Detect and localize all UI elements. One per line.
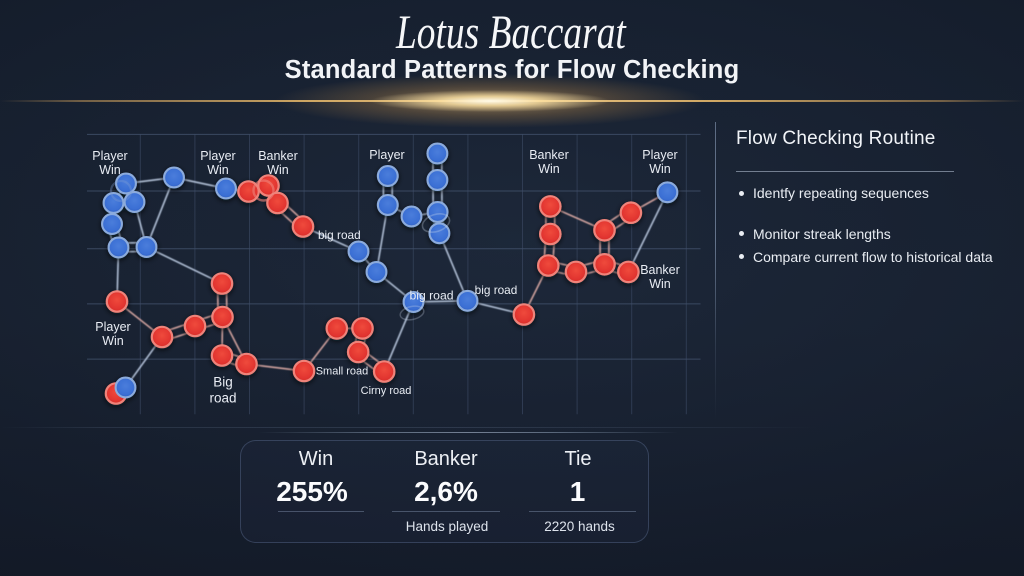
svg-text:Win: Win — [207, 163, 229, 177]
svg-text:big road: big road — [475, 283, 518, 297]
svg-text:Small road: Small road — [316, 366, 369, 378]
svg-text:Win: Win — [649, 162, 671, 176]
svg-text:road: road — [209, 391, 236, 406]
svg-text:Player: Player — [369, 148, 404, 162]
svg-text:Player: Player — [92, 149, 127, 163]
svg-text:Player: Player — [200, 149, 235, 163]
svg-text:Win: Win — [102, 334, 124, 348]
svg-text:big road: big road — [318, 228, 361, 242]
svg-text:Player: Player — [642, 148, 677, 162]
svg-text:Big: Big — [213, 375, 233, 390]
svg-text:Banker: Banker — [529, 148, 569, 162]
svg-text:Banker: Banker — [258, 149, 298, 163]
svg-text:Win: Win — [649, 277, 671, 291]
svg-text:Banker: Banker — [640, 263, 680, 277]
svg-text:big road: big road — [409, 289, 453, 303]
svg-text:Win: Win — [99, 163, 121, 177]
svg-text:Win: Win — [538, 162, 560, 176]
svg-text:Win: Win — [267, 163, 289, 177]
svg-text:Cirny road: Cirny road — [361, 385, 412, 397]
svg-text:Player: Player — [95, 320, 130, 334]
